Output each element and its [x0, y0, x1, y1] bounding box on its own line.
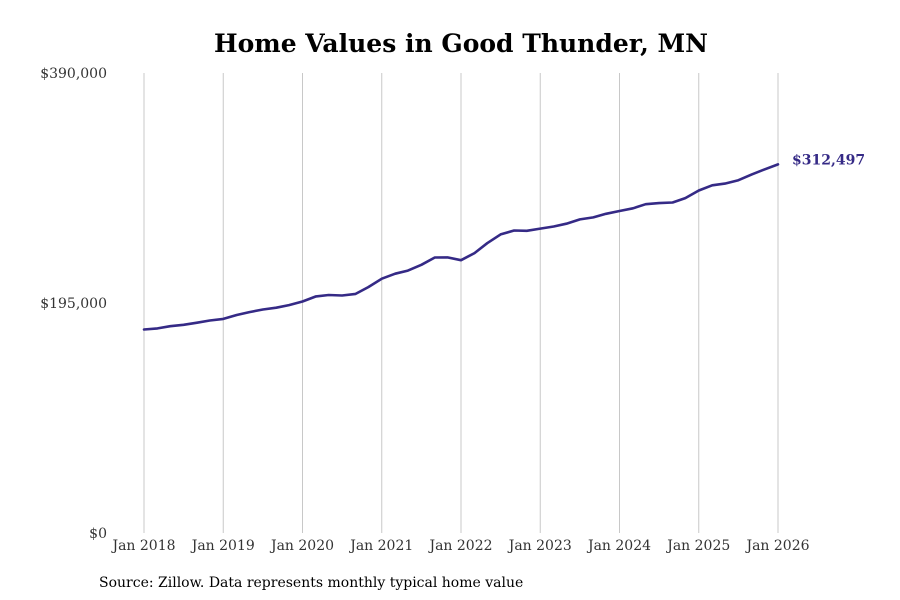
y-axis: $0 $195,000 $390,000 [40, 66, 107, 542]
x-tick-label: Jan 2018 [110, 538, 175, 554]
source-note: Source: Zillow. Data represents monthly … [99, 575, 523, 591]
series-layer: $312,497 [142, 152, 865, 331]
x-axis: Jan 2018 Jan 2019 Jan 2020 Jan 2021 Jan 2022… [110, 538, 809, 554]
chart-title: Home Values in Good Thunder, MN [214, 29, 708, 58]
end-value-label: $312,497 [792, 152, 865, 168]
x-tick-label: Jan 2021 [348, 538, 413, 554]
x-tick-label: Jan 2026 [744, 538, 809, 554]
x-tick-label: Jan 2022 [427, 538, 492, 554]
y-tick-label: $0 [89, 526, 107, 542]
x-tick-label: Jan 2024 [586, 538, 651, 554]
x-tick-label: Jan 2020 [269, 538, 334, 554]
y-tick-label: $390,000 [40, 66, 107, 82]
gridlines [143, 73, 779, 533]
x-tick-label: Jan 2025 [665, 538, 730, 554]
x-tick-label: Jan 2019 [190, 538, 255, 554]
series-line [142, 163, 780, 331]
x-tick-label: Jan 2023 [507, 538, 572, 554]
y-tick-label: $195,000 [40, 296, 107, 312]
